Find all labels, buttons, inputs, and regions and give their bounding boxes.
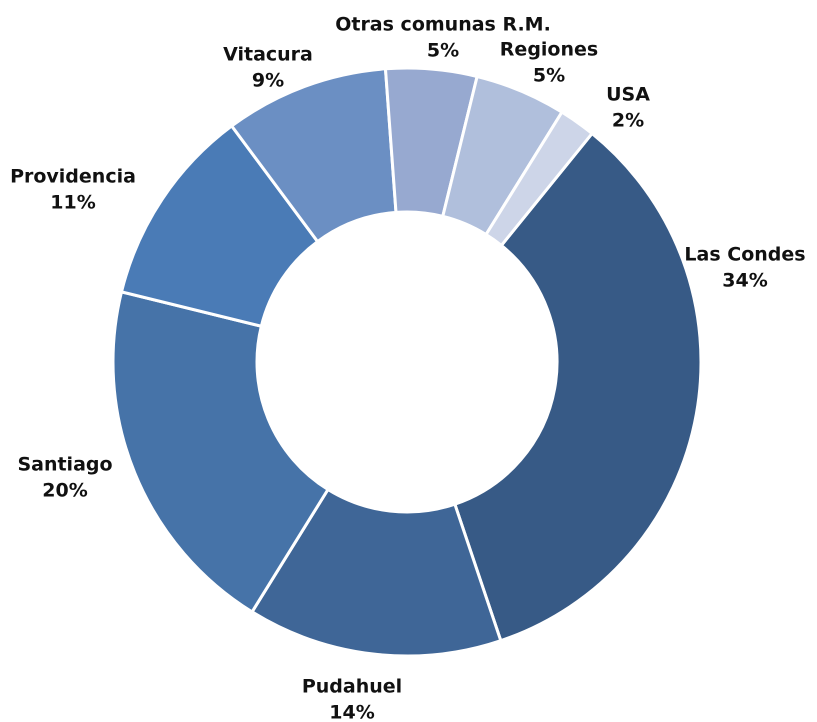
slice-label: Vitacura bbox=[223, 44, 313, 66]
slice-label: Santiago bbox=[17, 454, 112, 476]
slice-label: Otras comunas R.M. bbox=[335, 14, 551, 36]
donut-slice bbox=[452, 131, 703, 643]
slice-label: Pudahuel bbox=[302, 676, 402, 698]
slice-label: Las Condes bbox=[684, 244, 805, 266]
slice-label: Regiones bbox=[500, 39, 598, 61]
donut-slice bbox=[483, 110, 595, 248]
slice-label: USA bbox=[606, 84, 650, 106]
slice-value-label: 14% bbox=[329, 702, 374, 722]
slice-value-label: 2% bbox=[612, 110, 644, 132]
slice-value-label: 11% bbox=[50, 192, 95, 214]
donut-slice bbox=[250, 487, 503, 658]
donut-slice bbox=[111, 290, 331, 614]
slice-value-label: 34% bbox=[722, 270, 767, 292]
slice-value-label: 20% bbox=[42, 480, 87, 502]
slice-value-label: 9% bbox=[252, 70, 284, 92]
slice-value-label: 5% bbox=[533, 65, 565, 87]
slice-value-label: 5% bbox=[427, 40, 459, 62]
slice-label: Providencia bbox=[10, 166, 136, 188]
